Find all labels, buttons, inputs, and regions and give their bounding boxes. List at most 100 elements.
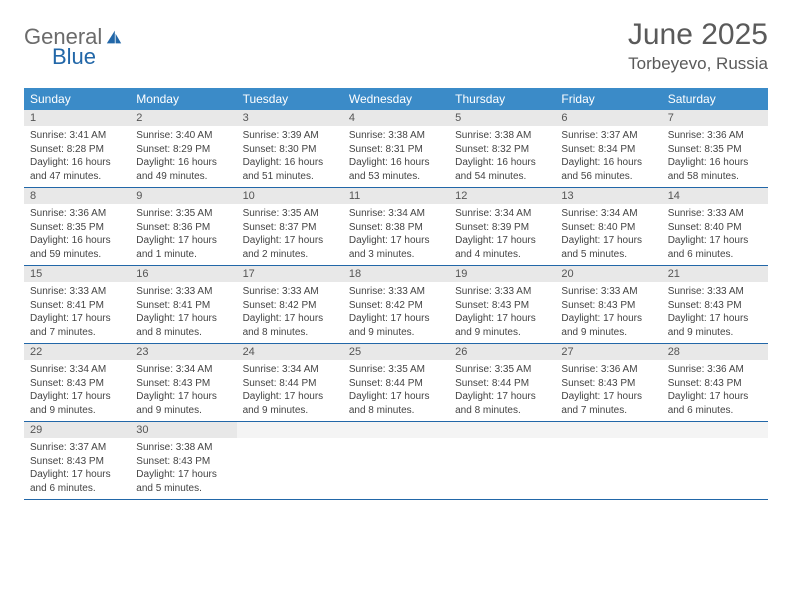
daylight-text-1: Daylight: 17 hours	[136, 312, 230, 326]
logo-sail-icon	[104, 29, 124, 50]
daylight-text-1: Daylight: 16 hours	[30, 156, 124, 170]
day-data-cell: Sunrise: 3:34 AMSunset: 8:43 PMDaylight:…	[24, 360, 130, 422]
sunrise-text: Sunrise: 3:38 AM	[455, 129, 549, 143]
daylight-text-2: and 9 minutes.	[561, 326, 655, 340]
sunrise-text: Sunrise: 3:33 AM	[30, 285, 124, 299]
sunrise-text: Sunrise: 3:40 AM	[136, 129, 230, 143]
day-data-cell: Sunrise: 3:33 AMSunset: 8:43 PMDaylight:…	[449, 282, 555, 344]
daylight-text-2: and 56 minutes.	[561, 170, 655, 184]
daylight-text-2: and 9 minutes.	[455, 326, 549, 340]
sunset-text: Sunset: 8:43 PM	[561, 299, 655, 313]
sunrise-text: Sunrise: 3:34 AM	[30, 363, 124, 377]
sunset-text: Sunset: 8:44 PM	[455, 377, 549, 391]
day-data-cell	[449, 438, 555, 500]
sunset-text: Sunset: 8:38 PM	[349, 221, 443, 235]
daylight-text-1: Daylight: 16 hours	[30, 234, 124, 248]
daylight-text-1: Daylight: 17 hours	[30, 312, 124, 326]
daylight-text-2: and 1 minute.	[136, 248, 230, 262]
daylight-text-1: Daylight: 17 hours	[668, 234, 762, 248]
daylight-text-1: Daylight: 17 hours	[668, 390, 762, 404]
sunrise-text: Sunrise: 3:38 AM	[349, 129, 443, 143]
day-data-cell: Sunrise: 3:41 AMSunset: 8:28 PMDaylight:…	[24, 126, 130, 188]
day-number-cell	[237, 422, 343, 439]
month-title: June 2025	[628, 18, 768, 52]
sunrise-text: Sunrise: 3:39 AM	[243, 129, 337, 143]
sunrise-text: Sunrise: 3:33 AM	[561, 285, 655, 299]
daylight-text-2: and 54 minutes.	[455, 170, 549, 184]
daylight-text-2: and 6 minutes.	[668, 404, 762, 418]
daylight-text-1: Daylight: 17 hours	[455, 390, 549, 404]
day-header-cell: Thursday	[449, 88, 555, 110]
location-label: Torbeyevo, Russia	[628, 54, 768, 74]
day-number-cell: 17	[237, 266, 343, 283]
day-header-cell: Tuesday	[237, 88, 343, 110]
daylight-text-2: and 2 minutes.	[243, 248, 337, 262]
day-number-cell: 15	[24, 266, 130, 283]
day-number-cell: 27	[555, 344, 661, 361]
daylight-text-1: Daylight: 16 hours	[668, 156, 762, 170]
sunrise-text: Sunrise: 3:33 AM	[668, 285, 762, 299]
daylight-text-1: Daylight: 17 hours	[30, 390, 124, 404]
day-data-cell: Sunrise: 3:38 AMSunset: 8:32 PMDaylight:…	[449, 126, 555, 188]
sunset-text: Sunset: 8:35 PM	[668, 143, 762, 157]
daylight-text-1: Daylight: 17 hours	[349, 234, 443, 248]
sunrise-text: Sunrise: 3:37 AM	[561, 129, 655, 143]
sunrise-text: Sunrise: 3:35 AM	[455, 363, 549, 377]
sunset-text: Sunset: 8:30 PM	[243, 143, 337, 157]
daylight-text-1: Daylight: 17 hours	[30, 468, 124, 482]
day-number-cell: 2	[130, 110, 236, 126]
day-number-cell: 7	[662, 110, 768, 126]
sunrise-text: Sunrise: 3:36 AM	[30, 207, 124, 221]
daylight-text-2: and 8 minutes.	[349, 404, 443, 418]
daylight-text-2: and 47 minutes.	[30, 170, 124, 184]
daylight-text-1: Daylight: 17 hours	[349, 390, 443, 404]
day-number-cell: 14	[662, 188, 768, 205]
daylight-text-2: and 6 minutes.	[668, 248, 762, 262]
day-header-cell: Friday	[555, 88, 661, 110]
daylight-text-1: Daylight: 16 hours	[455, 156, 549, 170]
daylight-text-1: Daylight: 17 hours	[561, 390, 655, 404]
daylight-text-2: and 9 minutes.	[668, 326, 762, 340]
sunset-text: Sunset: 8:42 PM	[243, 299, 337, 313]
day-number-cell: 13	[555, 188, 661, 205]
day-number-cell: 29	[24, 422, 130, 439]
day-number-cell: 3	[237, 110, 343, 126]
sunrise-text: Sunrise: 3:34 AM	[243, 363, 337, 377]
day-number-cell	[555, 422, 661, 439]
sunset-text: Sunset: 8:39 PM	[455, 221, 549, 235]
sunset-text: Sunset: 8:41 PM	[30, 299, 124, 313]
day-data-cell: Sunrise: 3:37 AMSunset: 8:34 PMDaylight:…	[555, 126, 661, 188]
day-number-cell: 11	[343, 188, 449, 205]
sunset-text: Sunset: 8:43 PM	[668, 377, 762, 391]
daylight-text-1: Daylight: 17 hours	[243, 390, 337, 404]
day-data-cell: Sunrise: 3:38 AMSunset: 8:43 PMDaylight:…	[130, 438, 236, 500]
day-number-cell: 12	[449, 188, 555, 205]
day-number-cell: 10	[237, 188, 343, 205]
daylight-text-1: Daylight: 17 hours	[455, 234, 549, 248]
daylight-text-2: and 7 minutes.	[30, 326, 124, 340]
sunset-text: Sunset: 8:43 PM	[136, 377, 230, 391]
sunset-text: Sunset: 8:41 PM	[136, 299, 230, 313]
daylight-text-1: Daylight: 17 hours	[668, 312, 762, 326]
daylight-text-1: Daylight: 16 hours	[136, 156, 230, 170]
page-header: GeneralBlue June 2025 Torbeyevo, Russia	[24, 18, 768, 74]
daylight-text-1: Daylight: 16 hours	[349, 156, 443, 170]
sunset-text: Sunset: 8:44 PM	[349, 377, 443, 391]
sunset-text: Sunset: 8:31 PM	[349, 143, 443, 157]
sunset-text: Sunset: 8:28 PM	[30, 143, 124, 157]
day-data-cell: Sunrise: 3:33 AMSunset: 8:42 PMDaylight:…	[237, 282, 343, 344]
day-data-cell	[343, 438, 449, 500]
day-header-cell: Monday	[130, 88, 236, 110]
sunset-text: Sunset: 8:44 PM	[243, 377, 337, 391]
daylight-text-1: Daylight: 17 hours	[455, 312, 549, 326]
day-number-cell: 5	[449, 110, 555, 126]
day-data-cell: Sunrise: 3:35 AMSunset: 8:36 PMDaylight:…	[130, 204, 236, 266]
daylight-text-1: Daylight: 17 hours	[243, 312, 337, 326]
sunrise-text: Sunrise: 3:38 AM	[136, 441, 230, 455]
day-number-cell: 20	[555, 266, 661, 283]
day-number-cell: 28	[662, 344, 768, 361]
day-header-cell: Sunday	[24, 88, 130, 110]
calendar-table: SundayMondayTuesdayWednesdayThursdayFrid…	[24, 88, 768, 500]
day-data-cell: Sunrise: 3:33 AMSunset: 8:41 PMDaylight:…	[130, 282, 236, 344]
sunset-text: Sunset: 8:32 PM	[455, 143, 549, 157]
